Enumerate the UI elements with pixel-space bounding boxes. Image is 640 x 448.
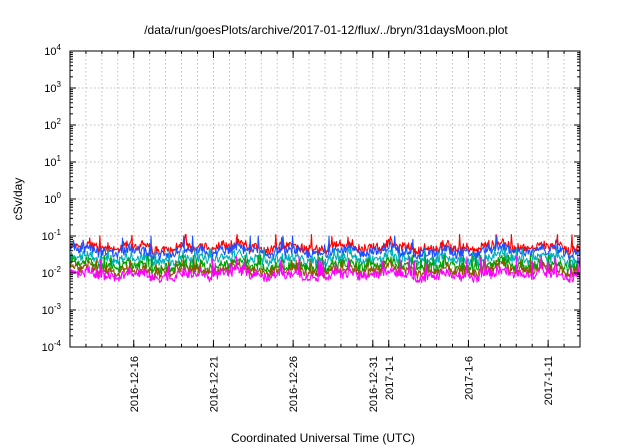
chart-title: /data/run/goesPlots/archive/2017-01-12/f…: [144, 23, 508, 37]
y-tick-labels: 10-4 10-3 10-2 10-1 100 101 102 103 104: [42, 43, 62, 354]
x-tick-labels: 2016-12-16 2016-12-21 2016-12-26 2016-12-31…: [129, 356, 555, 412]
x-tick-label: 2016-12-21: [208, 356, 220, 412]
y-tick-label: 100: [44, 191, 61, 206]
y-tick-label: 101: [44, 154, 61, 169]
grid-layer: [70, 51, 580, 347]
y-tick-label: 10-4: [42, 339, 62, 354]
y-tick-label: 104: [44, 43, 61, 58]
y-tick-label: 10-3: [42, 302, 62, 317]
x-tick-label: 2016-12-31: [368, 356, 380, 412]
x-tick-label: 2017-1-6: [463, 356, 475, 400]
y-tick-label: 10-2: [42, 265, 62, 280]
series-layer: [69, 233, 581, 284]
y-axis-title: cSv/day: [11, 178, 25, 221]
ticks-layer: [70, 50, 580, 348]
y-tick-label: 103: [44, 80, 61, 95]
x-tick-label: 2016-12-16: [129, 356, 141, 412]
x-axis-title: Coordinated Universal Time (UTC): [231, 431, 415, 445]
y-tick-label: 102: [44, 117, 61, 132]
x-tick-label: 2017-1-1: [384, 356, 396, 400]
series-line-5: [69, 259, 581, 280]
x-tick-label: 2016-12-26: [288, 356, 300, 412]
x-tick-label: 2017-1-11: [543, 356, 555, 405]
series-line-4: [69, 254, 581, 275]
series-line-3: [69, 248, 581, 269]
series-line-6: [69, 255, 581, 284]
y-tick-label: 10-1: [42, 228, 62, 243]
